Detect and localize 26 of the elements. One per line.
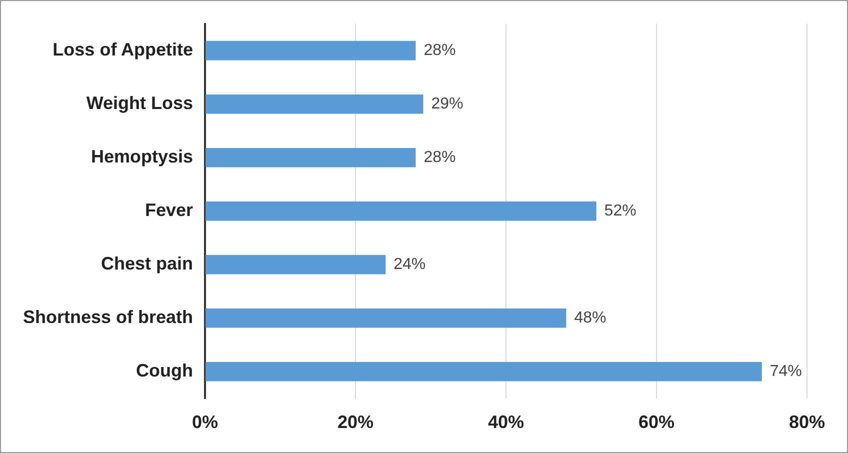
bar [206,148,416,168]
bar [206,308,566,328]
y-tick-label: Fever [144,200,194,220]
y-tick-label: Shortness of breath [22,307,194,328]
x-tick-label: 0% [192,412,218,432]
x-tick-label: 40% [488,412,524,432]
data-label: 28% [424,42,456,59]
x-tick-label: 20% [338,412,374,432]
x-tick-label: 80% [788,412,826,432]
data-label: 48% [574,310,606,327]
y-tick-label: Weight Loss [86,93,194,114]
y-tick-label: Hemoptysis [90,146,194,167]
y-tick-label: Chest pain [101,254,194,274]
bar [206,94,424,114]
x-tick-label: 60% [638,412,675,432]
data-label: 28% [424,148,456,166]
bar [206,40,416,60]
data-label: 74% [770,363,802,380]
y-tick-label: Cough [136,360,194,381]
data-label: 52% [604,202,636,220]
data-label: 24% [394,256,426,274]
data-label: 29% [431,95,464,112]
bar [206,254,386,274]
y-tick-label: Loss of Appetite [52,40,194,60]
bar [206,362,762,382]
bar [206,201,596,221]
